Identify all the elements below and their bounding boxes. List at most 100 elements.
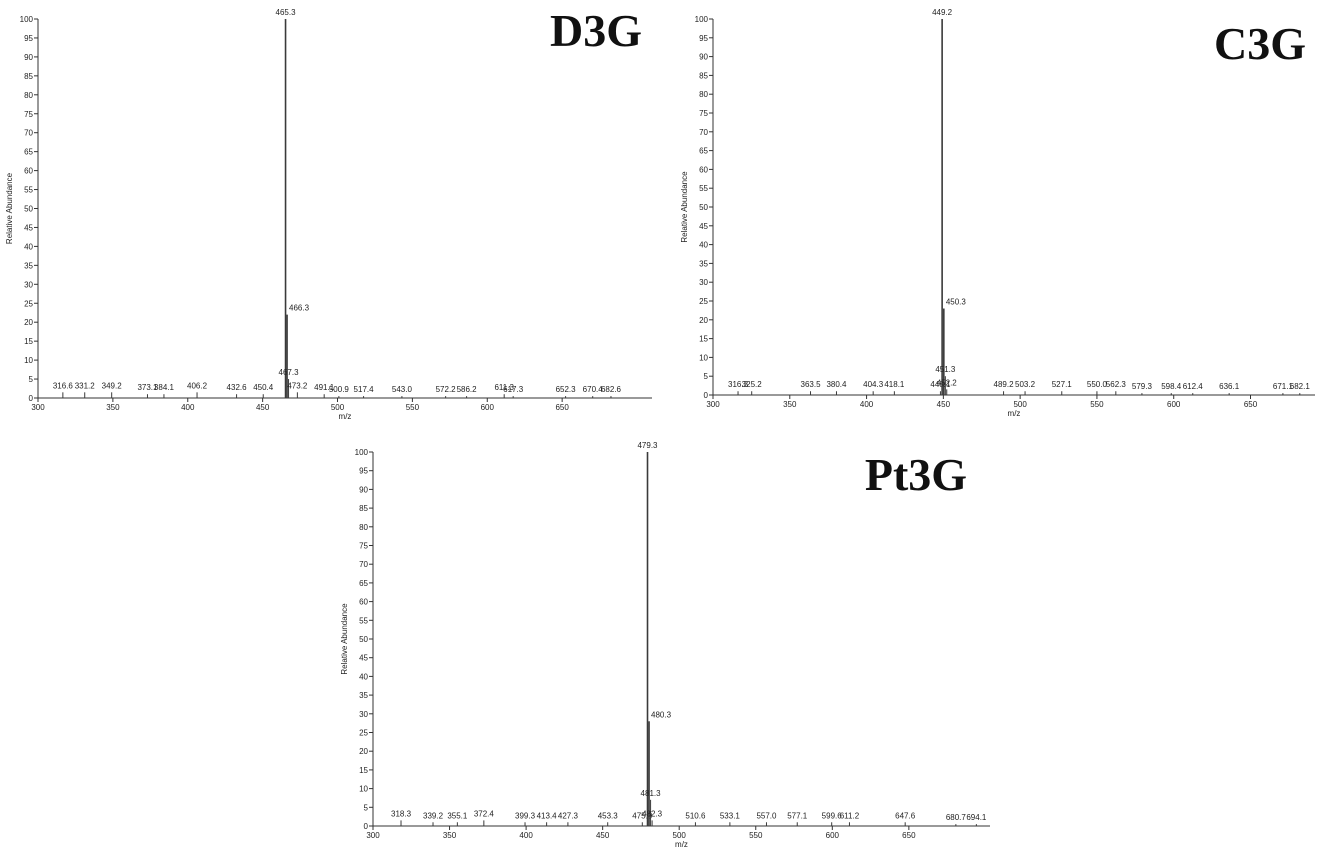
y-tick-label: 80 bbox=[699, 90, 708, 99]
peak-label: 363.5 bbox=[801, 380, 822, 389]
peak-label: 480.3 bbox=[651, 710, 672, 719]
peak-label: 355.1 bbox=[447, 811, 468, 820]
y-tick-label: 100 bbox=[20, 15, 34, 24]
y-tick-label: 5 bbox=[704, 372, 709, 381]
peak-label: 510.6 bbox=[685, 811, 706, 820]
y-tick-label: 0 bbox=[364, 822, 369, 831]
y-tick-label: 0 bbox=[704, 391, 709, 400]
y-tick-label: 15 bbox=[359, 766, 368, 775]
peak-label: 682.6 bbox=[601, 385, 622, 394]
y-tick-label: 25 bbox=[24, 299, 33, 308]
peak-label: 453.3 bbox=[598, 811, 619, 820]
peak-label: 572.2 bbox=[436, 385, 457, 394]
y-tick-label: 30 bbox=[699, 278, 708, 287]
peak-label: 680.7 bbox=[946, 813, 967, 822]
peak-label: 373.1 bbox=[137, 383, 158, 392]
y-tick-label: 95 bbox=[24, 34, 33, 43]
x-axis-label: m/z bbox=[339, 412, 352, 421]
x-tick-label: 550 bbox=[749, 831, 763, 840]
peak-label: 349.2 bbox=[102, 381, 123, 390]
peak-label: 503.2 bbox=[1015, 380, 1036, 389]
y-tick-label: 5 bbox=[364, 803, 369, 812]
x-tick-label: 400 bbox=[860, 400, 874, 409]
x-tick-label: 600 bbox=[826, 831, 840, 840]
y-tick-label: 60 bbox=[699, 165, 708, 174]
x-tick-label: 650 bbox=[555, 403, 569, 412]
x-tick-label: 400 bbox=[519, 831, 533, 840]
peak-label: 399.3 bbox=[515, 811, 536, 820]
peak-label: 652.3 bbox=[556, 385, 577, 394]
peak-label: 448.1 bbox=[930, 380, 951, 389]
peak-label: 427.3 bbox=[558, 811, 579, 820]
y-tick-label: 80 bbox=[24, 91, 33, 100]
y-tick-label: 10 bbox=[359, 785, 368, 794]
peak-label: 611.3 bbox=[494, 383, 514, 392]
peak-label: 372.4 bbox=[474, 809, 495, 818]
x-tick-label: 500 bbox=[331, 403, 345, 412]
peak-label: 612.4 bbox=[1183, 382, 1204, 391]
y-tick-label: 45 bbox=[24, 223, 33, 232]
y-tick-label: 55 bbox=[24, 186, 33, 195]
y-tick-label: 100 bbox=[355, 448, 369, 457]
y-tick-label: 10 bbox=[699, 353, 708, 362]
y-tick-label: 90 bbox=[24, 53, 33, 62]
y-tick-label: 90 bbox=[359, 485, 368, 494]
y-axis-label: Relative Abundance bbox=[340, 603, 349, 675]
y-tick-label: 85 bbox=[699, 71, 708, 80]
y-tick-label: 70 bbox=[359, 560, 368, 569]
peak-label: 316.3 bbox=[728, 380, 749, 389]
x-tick-label: 300 bbox=[31, 403, 45, 412]
y-tick-label: 25 bbox=[359, 729, 368, 738]
chart-title: D3G bbox=[550, 5, 642, 56]
y-tick-label: 85 bbox=[359, 504, 368, 513]
peak-label: 475.9 bbox=[632, 811, 653, 820]
peak-label: 599.6 bbox=[822, 811, 843, 820]
peak-label: 543.0 bbox=[392, 385, 413, 394]
y-tick-label: 65 bbox=[24, 148, 33, 157]
peak-label: 418.1 bbox=[884, 380, 905, 389]
y-axis-label: Relative Abundance bbox=[5, 172, 14, 244]
peak-label: 491.1 bbox=[314, 383, 335, 392]
y-tick-label: 75 bbox=[24, 110, 33, 119]
x-tick-label: 500 bbox=[673, 831, 687, 840]
x-tick-label: 450 bbox=[256, 403, 270, 412]
y-tick-label: 65 bbox=[359, 579, 368, 588]
peak-label: 331.2 bbox=[75, 381, 96, 390]
y-tick-label: 85 bbox=[24, 72, 33, 81]
peak-label: 557.0 bbox=[756, 811, 777, 820]
x-tick-label: 500 bbox=[1013, 400, 1027, 409]
peak-label: 479.3 bbox=[637, 441, 658, 450]
peak-label: 489.2 bbox=[994, 380, 1015, 389]
peak-label: 598.4 bbox=[1161, 382, 1182, 391]
y-tick-label: 60 bbox=[359, 598, 368, 607]
x-tick-label: 650 bbox=[902, 831, 916, 840]
x-tick-label: 550 bbox=[406, 403, 420, 412]
x-tick-label: 350 bbox=[106, 403, 120, 412]
peak-label: 533.1 bbox=[720, 811, 741, 820]
y-tick-label: 55 bbox=[359, 616, 368, 625]
x-tick-label: 350 bbox=[443, 831, 457, 840]
peak-label: 413.4 bbox=[537, 811, 558, 820]
peak-label: 482.3 bbox=[642, 809, 663, 818]
peak-label: 636.1 bbox=[1219, 382, 1240, 391]
y-tick-label: 10 bbox=[24, 356, 33, 365]
y-tick-label: 20 bbox=[699, 316, 708, 325]
y-tick-label: 90 bbox=[699, 53, 708, 62]
y-tick-label: 15 bbox=[24, 337, 33, 346]
peak-label: 579.3 bbox=[1132, 382, 1153, 391]
x-axis-label: m/z bbox=[1008, 409, 1021, 418]
y-tick-label: 0 bbox=[29, 394, 34, 403]
y-tick-label: 65 bbox=[699, 147, 708, 156]
y-tick-label: 100 bbox=[695, 15, 709, 24]
y-tick-label: 95 bbox=[699, 34, 708, 43]
peak-label: 647.6 bbox=[895, 811, 916, 820]
x-tick-label: 550 bbox=[1090, 400, 1104, 409]
x-tick-label: 400 bbox=[181, 403, 195, 412]
y-tick-label: 95 bbox=[359, 467, 368, 476]
peak-label: 316.6 bbox=[53, 381, 74, 390]
y-tick-label: 35 bbox=[699, 259, 708, 268]
y-tick-label: 80 bbox=[359, 523, 368, 532]
peak-label: 318.3 bbox=[391, 809, 412, 818]
